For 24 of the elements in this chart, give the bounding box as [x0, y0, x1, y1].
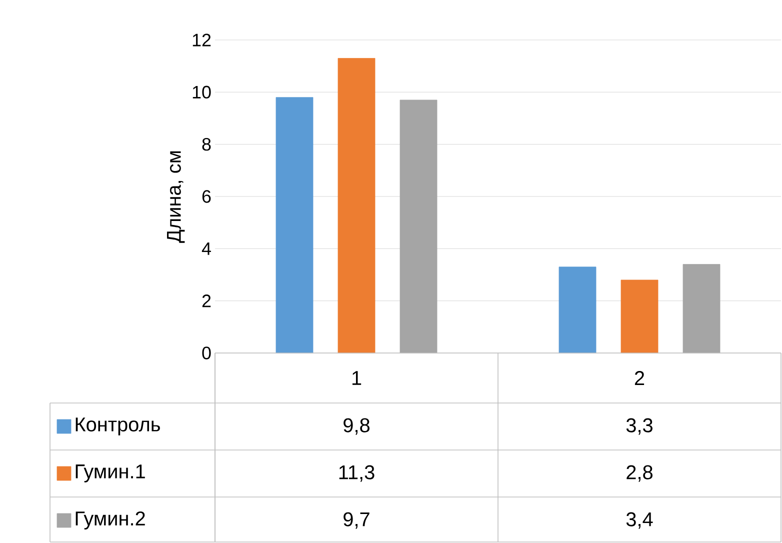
y-tick-label: 10	[192, 86, 211, 98]
y-tick-label: 2	[202, 294, 211, 308]
bar	[558, 266, 596, 354]
data-label: 3,3	[626, 418, 652, 435]
legend-label: Гумин.2	[76, 511, 145, 530]
data-label: 11,3	[339, 465, 374, 482]
data-label: 3,4	[626, 512, 653, 529]
y-tick-label: 4	[202, 242, 211, 255]
data-label: 9,7	[344, 512, 370, 529]
bar	[620, 280, 658, 354]
bar	[276, 97, 314, 354]
legend-label: Контроль	[76, 418, 160, 436]
y-tick-label: 12	[192, 34, 211, 46]
legend-label: Гумин.1	[76, 464, 145, 482]
y-axis-title: Длина, см	[167, 151, 185, 243]
y-tick-label: 6	[202, 190, 211, 203]
y-tick-label: 0	[202, 346, 211, 360]
data-label: 9,8	[344, 418, 370, 435]
x-tick-label: 1	[352, 371, 362, 385]
bar	[682, 264, 720, 354]
data-label: 2,8	[626, 465, 652, 482]
bar	[400, 100, 438, 354]
bar	[338, 58, 376, 354]
y-tick-label: 8	[202, 138, 211, 151]
